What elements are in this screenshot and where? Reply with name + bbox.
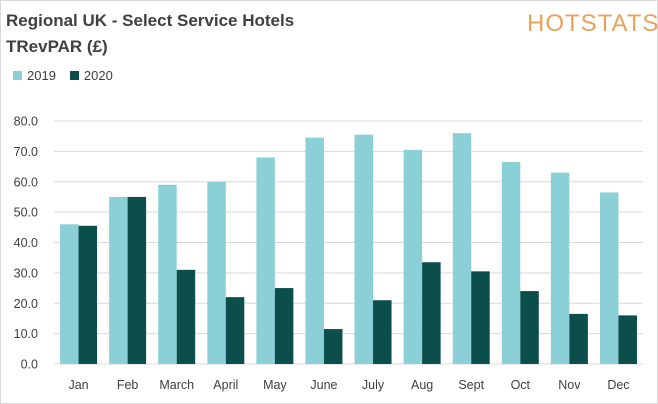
legend-item-2020: 2020	[69, 68, 113, 83]
bar-2019-nov	[550, 172, 570, 364]
x-tick-label: March	[159, 378, 194, 392]
y-tick-label: 70.0	[14, 145, 38, 159]
x-tick-label: Oct	[511, 378, 531, 392]
x-tick-label: July	[362, 378, 385, 392]
x-tick-label: Dec	[607, 378, 629, 392]
legend-swatch-2020	[69, 71, 79, 80]
hotstats-logo: HOTSTATS	[527, 10, 658, 37]
y-tick-label: 10.0	[14, 327, 38, 341]
x-tick-label: Nov	[558, 378, 581, 392]
y-tick-label: 30.0	[14, 266, 38, 280]
bar-2019-may	[256, 157, 275, 364]
y-tick-label: 60.0	[14, 175, 38, 189]
bar-2019-june	[305, 137, 324, 364]
bar-2019-jan	[60, 224, 79, 364]
bar-2019-july	[354, 134, 374, 364]
y-tick-label: 80.0	[14, 115, 38, 129]
x-tick-label: May	[263, 378, 287, 392]
bar-2020-april	[225, 297, 245, 364]
chart-subtitle: TRevPAR (£)	[6, 37, 108, 56]
chart-legend: 2019 2020	[13, 68, 113, 83]
legend-item-2019: 2019	[13, 68, 56, 83]
bar-2020-sept	[471, 271, 490, 364]
bar-2020-nov	[569, 313, 588, 364]
y-tick-label: 40.0	[14, 236, 38, 250]
legend-swatch-2019	[13, 71, 22, 80]
chart-title: Regional UK - Select Service Hotels	[6, 11, 295, 30]
bar-2019-dec	[599, 192, 619, 364]
y-tick-label: 20.0	[14, 297, 38, 311]
legend-label-2019: 2019	[27, 68, 56, 83]
y-tick-label: 50.0	[14, 206, 38, 220]
bar-2019-march	[158, 184, 177, 364]
x-tick-label: June	[310, 378, 337, 392]
y-tick-label: 0.0	[21, 358, 38, 372]
bar-2019-feb	[109, 196, 128, 364]
bar-2020-oct	[520, 291, 539, 364]
bar-2020-march	[176, 269, 196, 364]
bar-2020-dec	[618, 315, 637, 364]
bar-2019-aug	[403, 149, 423, 364]
bar-2019-sept	[452, 133, 472, 364]
bar-2020-jan	[78, 225, 98, 364]
bar-2020-june	[323, 329, 343, 364]
x-tick-label: April	[213, 378, 238, 392]
bar-2020-july	[373, 300, 392, 364]
bar-2019-april	[207, 181, 226, 364]
bar-2019-oct	[501, 162, 521, 364]
legend-label-2020: 2020	[83, 68, 113, 83]
x-tick-label: Sept	[458, 378, 484, 392]
bar-2020-aug	[422, 262, 441, 364]
bar-2020-may	[274, 288, 294, 364]
x-tick-label: Jan	[68, 378, 88, 392]
bar-2020-feb	[127, 196, 147, 364]
x-tick-label: Aug	[411, 378, 433, 392]
x-tick-label: Feb	[117, 378, 139, 392]
